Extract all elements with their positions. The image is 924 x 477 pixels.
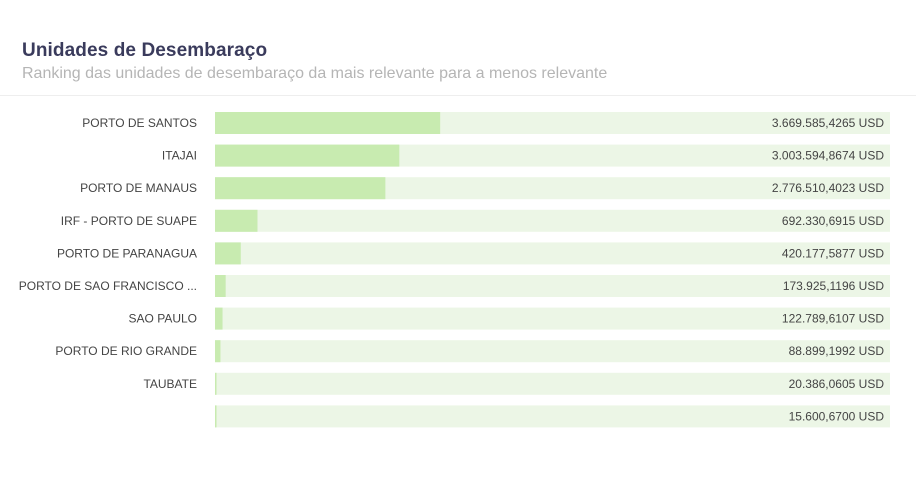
value-label: 2.776.510,4023 USD	[772, 181, 884, 195]
category-label: PORTO DE PARANAGUA	[57, 246, 197, 260]
category-label: PORTO DE MANAUS	[80, 181, 197, 195]
header-divider	[0, 95, 916, 96]
category-label: PORTO DE SANTOS	[82, 116, 197, 130]
bar-track	[215, 307, 890, 330]
chart-title: Unidades de Desembaraço	[22, 40, 268, 61]
bar[interactable]	[215, 405, 217, 428]
value-label: 15.600,6700 USD	[789, 409, 885, 423]
bar-track	[215, 209, 890, 232]
category-label: PORTO DE RIO GRANDE	[55, 344, 197, 358]
category-label: PORTO DE SAO FRANCISCO ...	[19, 279, 197, 293]
category-label: SAO PAULO	[129, 312, 197, 326]
bar-track	[215, 242, 890, 265]
value-label: 692.330,6915 USD	[782, 214, 884, 228]
bar[interactable]	[215, 112, 441, 134]
bar-track	[215, 340, 890, 363]
value-label: 122.789,6107 USD	[782, 312, 884, 326]
bar[interactable]	[215, 275, 226, 297]
chart-subtitle: Ranking das unidades de desembaraço da m…	[22, 65, 608, 82]
value-label: 88.899,1992 USD	[789, 344, 885, 358]
value-label: 3.669.585,4265 USD	[772, 116, 884, 130]
value-label: 20.386,0605 USD	[789, 377, 885, 391]
chart-header: Unidades de Desembaraço Ranking das unid…	[22, 40, 914, 84]
bar-track	[215, 275, 890, 297]
value-label: 3.003.594,8674 USD	[772, 149, 884, 163]
bar-track	[215, 372, 890, 395]
bar[interactable]	[215, 242, 241, 265]
category-label: ITAJAI	[162, 149, 197, 163]
value-label: 173.925,1196 USD	[783, 279, 885, 293]
bar[interactable]	[215, 372, 217, 395]
bar[interactable]	[215, 307, 223, 330]
bar-track	[215, 405, 890, 428]
bar[interactable]	[215, 144, 400, 167]
category-label: TAUBATE	[143, 377, 197, 391]
category-label: IRF - PORTO DE SUAPE	[61, 214, 197, 228]
bar[interactable]	[215, 177, 386, 200]
bar[interactable]	[215, 340, 221, 363]
bar-chart: PORTO DE SANTOS 3.669.585,4265 USD ITAJAI 3…	[19, 112, 890, 428]
value-label: 420.177,5877 USD	[782, 246, 884, 260]
bar[interactable]	[215, 209, 258, 232]
